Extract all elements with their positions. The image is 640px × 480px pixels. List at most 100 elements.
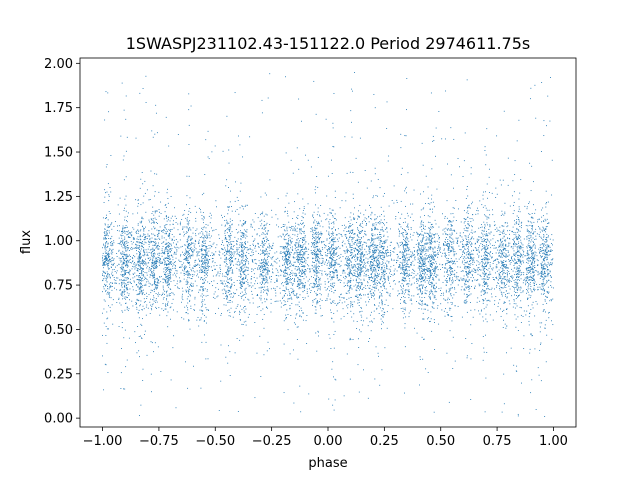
data-point: [498, 246, 500, 248]
data-point: [266, 241, 267, 243]
data-point: [227, 206, 229, 208]
data-point: [162, 230, 164, 232]
data-point: [140, 261, 142, 263]
data-point: [506, 250, 508, 252]
data-point: [347, 285, 349, 287]
data-point: [321, 247, 323, 249]
data-point: [328, 281, 330, 282]
data-point: [487, 261, 489, 263]
data-point: [451, 286, 453, 288]
data-point: [292, 349, 294, 351]
data-point: [468, 272, 470, 274]
data-point: [384, 267, 386, 269]
data-point: [424, 269, 426, 271]
data-point: [161, 242, 163, 244]
data-point: [190, 242, 192, 244]
data-point: [210, 235, 212, 237]
data-point: [408, 297, 410, 299]
data-point: [316, 227, 318, 229]
data-point: [245, 234, 247, 236]
data-point: [107, 183, 109, 185]
data-point: [537, 286, 539, 288]
data-point: [519, 211, 521, 213]
data-point: [374, 218, 376, 220]
data-point: [189, 301, 191, 302]
data-point: [445, 241, 446, 243]
data-point: [242, 257, 244, 259]
data-point: [226, 223, 228, 225]
data-point: [155, 244, 157, 246]
data-point: [251, 271, 253, 273]
data-point: [380, 219, 382, 221]
data-point: [187, 213, 189, 215]
data-point: [449, 278, 451, 280]
data-point: [286, 213, 288, 214]
data-point: [255, 280, 256, 282]
data-point: [421, 256, 423, 258]
data-point: [228, 300, 230, 302]
data-point: [304, 282, 306, 284]
data-point: [405, 243, 407, 245]
data-point: [382, 322, 384, 324]
data-point: [166, 224, 168, 225]
data-point: [517, 295, 519, 297]
data-point: [249, 285, 251, 287]
data-point: [379, 255, 381, 257]
data-point: [202, 234, 204, 236]
data-point: [202, 313, 204, 315]
data-point: [265, 289, 267, 291]
data-point: [499, 250, 501, 252]
data-point: [532, 269, 534, 271]
data-point: [141, 260, 143, 262]
data-point: [297, 246, 299, 248]
data-point: [500, 308, 501, 310]
data-point: [378, 222, 380, 224]
data-point: [153, 257, 155, 259]
data-point: [296, 256, 298, 258]
data-point: [289, 255, 291, 257]
data-point: [351, 136, 353, 138]
data-point: [545, 256, 547, 258]
data-point: [378, 263, 380, 265]
data-point: [341, 200, 343, 202]
data-point: [403, 274, 405, 275]
data-point: [407, 223, 409, 225]
data-point: [271, 258, 273, 260]
data-point: [161, 250, 163, 251]
data-point: [116, 272, 117, 274]
data-point: [527, 267, 529, 269]
data-point: [314, 306, 316, 308]
data-point: [227, 274, 229, 275]
data-point: [384, 282, 386, 284]
data-point: [303, 237, 305, 239]
data-point: [123, 266, 124, 268]
data-point: [409, 273, 410, 275]
data-point: [244, 306, 246, 307]
data-point: [418, 308, 420, 309]
data-point: [159, 226, 161, 228]
data-point: [137, 205, 139, 207]
data-point: [258, 268, 260, 270]
data-point: [377, 272, 379, 274]
data-point: [104, 257, 106, 259]
data-point: [485, 313, 487, 315]
data-point: [204, 245, 206, 247]
data-point: [432, 307, 434, 309]
data-point: [189, 286, 190, 288]
data-point: [489, 314, 491, 316]
data-point: [506, 274, 508, 276]
data-point: [140, 278, 142, 280]
data-point: [163, 252, 165, 254]
data-point: [447, 241, 449, 243]
data-point: [369, 257, 371, 259]
data-point: [344, 301, 346, 303]
data-point: [438, 323, 440, 325]
data-point: [433, 302, 435, 304]
data-point: [542, 303, 544, 305]
data-point: [296, 230, 298, 232]
data-point: [209, 222, 211, 224]
data-point: [132, 286, 134, 288]
data-point: [297, 296, 299, 298]
data-point: [179, 260, 181, 262]
data-point: [515, 268, 517, 270]
